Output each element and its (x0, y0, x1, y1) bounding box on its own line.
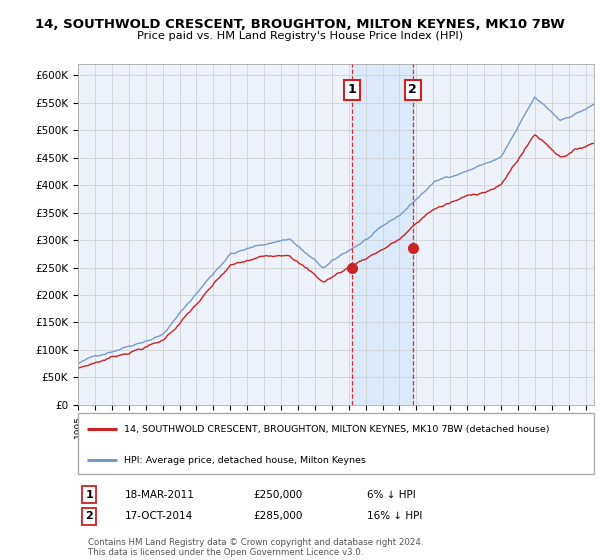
Text: Price paid vs. HM Land Registry's House Price Index (HPI): Price paid vs. HM Land Registry's House … (137, 31, 463, 41)
Text: 18-MAR-2011: 18-MAR-2011 (124, 489, 194, 500)
Text: 14, SOUTHWOLD CRESCENT, BROUGHTON, MILTON KEYNES, MK10 7BW: 14, SOUTHWOLD CRESCENT, BROUGHTON, MILTO… (35, 18, 565, 31)
FancyBboxPatch shape (78, 413, 594, 474)
Bar (352, 64, 413, 405)
Text: 14, SOUTHWOLD CRESCENT, BROUGHTON, MILTON KEYNES, MK10 7BW (detached house): 14, SOUTHWOLD CRESCENT, BROUGHTON, MILTO… (124, 424, 550, 433)
Text: 6% ↓ HPI: 6% ↓ HPI (367, 489, 416, 500)
Text: HPI: Average price, detached house, Milton Keynes: HPI: Average price, detached house, Milt… (124, 456, 367, 465)
Text: 17-OCT-2014: 17-OCT-2014 (124, 511, 193, 521)
Text: This data is licensed under the Open Government Licence v3.0.: This data is licensed under the Open Gov… (88, 548, 364, 557)
Text: £250,000: £250,000 (253, 489, 302, 500)
Text: 16% ↓ HPI: 16% ↓ HPI (367, 511, 422, 521)
Text: 2: 2 (409, 83, 417, 96)
Text: £285,000: £285,000 (253, 511, 303, 521)
Text: 1: 1 (85, 489, 93, 500)
Text: 2: 2 (85, 511, 93, 521)
Text: 1: 1 (348, 83, 356, 96)
Text: Contains HM Land Registry data © Crown copyright and database right 2024.: Contains HM Land Registry data © Crown c… (88, 538, 424, 547)
